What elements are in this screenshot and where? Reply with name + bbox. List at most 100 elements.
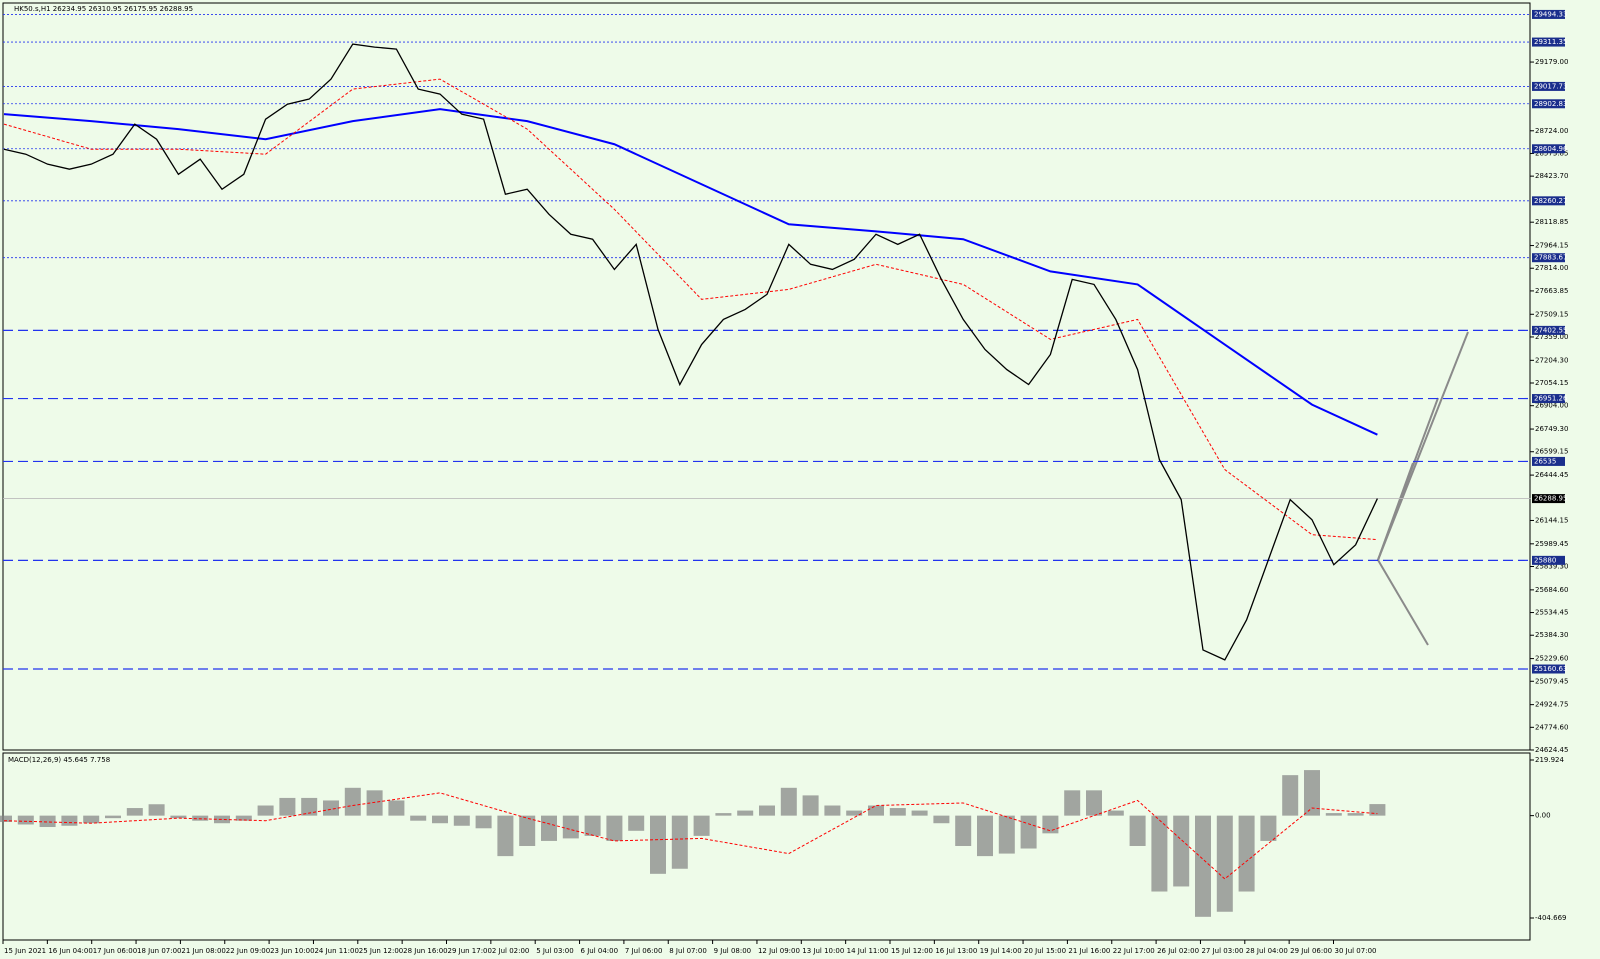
- y-tick-label: 25079.45: [1535, 677, 1568, 685]
- level-label-box: [1532, 325, 1565, 335]
- current-price-box: [1532, 494, 1565, 504]
- macd-bar: [105, 815, 121, 819]
- macd-bar: [868, 805, 884, 816]
- macd-bar: [1151, 815, 1168, 892]
- x-tick-label: 14 Jul 11:00: [847, 947, 889, 955]
- y-tick-label: 27054.15: [1535, 379, 1568, 387]
- macd-bar: [846, 810, 863, 816]
- macd-bar: [1042, 815, 1059, 834]
- level-label: 29311.35: [1534, 38, 1567, 46]
- macd-bar: [1173, 815, 1190, 887]
- level-label: 26535: [1534, 457, 1556, 465]
- macd-bar: [671, 815, 688, 869]
- arrow: [1377, 559, 1429, 646]
- macd-bar: [519, 815, 536, 846]
- macd-bar: [1129, 815, 1146, 846]
- x-tick-label: 6 Jul 04:00: [581, 947, 619, 955]
- x-tick-label: 16 Jul 13:00: [935, 947, 977, 955]
- macd-bar: [61, 815, 78, 826]
- macd-bar: [148, 804, 165, 816]
- macd-bar: [235, 815, 252, 821]
- x-tick-label: 27 Jul 03:00: [1201, 947, 1243, 955]
- x-tick-label: 8 Jul 07:00: [669, 947, 707, 955]
- macd-bar: [497, 815, 514, 857]
- level-label: 29017.73: [1534, 82, 1567, 90]
- macd-bar: [388, 800, 405, 816]
- level-label: 28604.96: [1534, 145, 1568, 153]
- x-tick-label: 19 Jul 14:00: [980, 947, 1022, 955]
- macd-bar: [911, 810, 928, 816]
- x-tick-label: 20 Jul 15:00: [1024, 947, 1066, 955]
- y-tick-label: 24924.75: [1535, 701, 1568, 709]
- macd-bar: [1216, 815, 1233, 912]
- macd-bar: [257, 805, 274, 816]
- macd-bar: [889, 808, 906, 816]
- level-label: 29494.33: [1534, 10, 1567, 18]
- x-tick-label: 7 Jul 06:00: [625, 947, 663, 955]
- macd-bar: [1107, 810, 1124, 816]
- x-tick-label: 23 Jun 10:00: [270, 947, 314, 955]
- macd-bar: [432, 815, 448, 824]
- y-tick-label: 26144.15: [1535, 516, 1568, 524]
- chart-title: HK50.s,H1 26234.95 26310.95 26175.95 262…: [14, 5, 193, 13]
- y-tick-label: 27359.00: [1535, 333, 1568, 341]
- macd-bar: [1195, 815, 1211, 917]
- y-tick-label: 28118.85: [1535, 218, 1568, 226]
- moving-average: [3, 78, 1378, 541]
- x-tick-label: 21 Jun 08:00: [181, 947, 225, 955]
- y-tick-label: 0.00: [1535, 812, 1551, 820]
- level-label: 28902.83: [1534, 100, 1567, 108]
- macd-bar: [998, 815, 1015, 854]
- x-tick-label: 18 Jun 07:00: [137, 947, 181, 955]
- macd-bar: [933, 815, 950, 824]
- macd-bar: [824, 805, 841, 816]
- y-tick-label: 25839.30: [1535, 563, 1568, 571]
- level-label-box: [1532, 81, 1565, 91]
- macd-bar: [1347, 813, 1364, 816]
- arrow: [1377, 462, 1414, 561]
- y-tick-label: 28573.85: [1535, 149, 1568, 157]
- macd-bar: [606, 815, 623, 841]
- y-tick-label: 28423.70: [1535, 172, 1568, 180]
- y-tick-label: 24624.45: [1535, 746, 1568, 754]
- y-tick-label: 26599.15: [1535, 448, 1568, 456]
- level-label-box: [1532, 37, 1565, 47]
- macd-title: MACD(12,26,9) 45.645 7.758: [8, 756, 110, 764]
- level-label: 27883.67: [1534, 254, 1567, 262]
- x-tick-label: 28 Jun 16:00: [403, 947, 447, 955]
- macd-bar: [410, 815, 427, 821]
- macd-bar: [39, 815, 56, 828]
- level-label-box: [1532, 9, 1565, 19]
- macd-bar: [759, 805, 775, 816]
- x-tick-label: 16 Jun 04:00: [48, 947, 92, 955]
- y-tick-label: 219.924: [1535, 756, 1564, 764]
- macd-bar: [475, 815, 492, 829]
- macd-bar: [715, 813, 732, 816]
- level-label-box: [1532, 394, 1565, 404]
- macd-bar: [126, 808, 143, 816]
- macd-bar: [192, 815, 209, 821]
- x-tick-label: 29 Jul 06:00: [1290, 947, 1332, 955]
- macd-bar: [301, 797, 318, 816]
- x-tick-label: 26 Jul 02:00: [1157, 947, 1199, 955]
- level-label: 28260.27: [1534, 197, 1567, 205]
- macd-bar: [83, 815, 100, 824]
- level-label-box: [1532, 99, 1565, 109]
- macd-bar: [1325, 813, 1342, 816]
- macd-bar: [366, 790, 383, 816]
- x-tick-label: 22 Jul 17:00: [1113, 947, 1155, 955]
- x-tick-label: 28 Jul 04:00: [1246, 947, 1288, 955]
- macd-bar: [628, 815, 645, 831]
- price-pane: [2, 2, 1531, 751]
- x-tick-label: 5 Jul 03:00: [536, 947, 574, 955]
- moving-average: [3, 108, 1378, 436]
- y-tick-label: 26444.45: [1535, 471, 1568, 479]
- x-tick-label: 25 Jun 12:00: [359, 947, 403, 955]
- y-tick-label: 24774.60: [1535, 723, 1568, 731]
- level-label: 25880: [1534, 556, 1556, 564]
- macd-bar: [344, 787, 361, 816]
- x-tick-label: 15 Jun 2021: [4, 947, 46, 955]
- y-tick-label: 28724.00: [1535, 127, 1568, 135]
